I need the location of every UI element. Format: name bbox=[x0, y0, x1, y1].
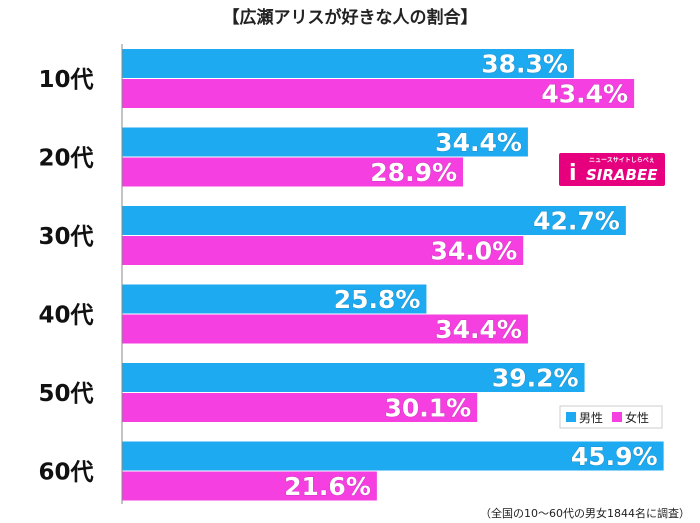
legend-swatch-female bbox=[612, 412, 622, 422]
chart-title: 【広瀬アリスが好きな人の割合】 bbox=[223, 7, 478, 28]
bar-male-6 bbox=[122, 441, 664, 471]
logo-background bbox=[559, 153, 665, 186]
legend-box bbox=[559, 405, 663, 429]
value-label-female-2: 28.9% bbox=[370, 158, 457, 187]
bar-female-6 bbox=[122, 471, 377, 501]
bar-female-3 bbox=[122, 236, 524, 265]
legend: 男性 女性 bbox=[559, 405, 663, 429]
bar-female-2 bbox=[122, 157, 464, 187]
value-label-female-5: 30.1% bbox=[384, 394, 471, 423]
bar-female-1 bbox=[122, 79, 635, 108]
legend-label-female: 女性 bbox=[625, 410, 649, 425]
value-label-male-6: 45.9% bbox=[571, 442, 658, 471]
value-label-male-3: 42.7% bbox=[533, 207, 620, 236]
value-label-female-1: 43.4% bbox=[541, 80, 628, 109]
value-label-female-3: 34.0% bbox=[430, 237, 517, 266]
logo-name: SIRABEE bbox=[586, 166, 658, 184]
category-label: 40代 bbox=[38, 303, 93, 329]
category-label: 60代 bbox=[38, 460, 93, 486]
bar-female-5 bbox=[122, 393, 478, 422]
value-label-female-6: 21.6% bbox=[284, 472, 371, 501]
category-labels: 10代 20代 30代 40代 50代 60代 bbox=[38, 67, 93, 486]
bar-female-4 bbox=[122, 314, 528, 344]
category-label: 10代 bbox=[38, 67, 93, 93]
value-label-male-4: 25.8% bbox=[334, 285, 421, 314]
legend-label-male: 男性 bbox=[579, 411, 603, 425]
bar-male-5 bbox=[122, 363, 585, 392]
category-label: 20代 bbox=[38, 146, 93, 172]
sirabee-logo: ニュースサイトしらべぇ i SIRABEE bbox=[559, 153, 665, 186]
value-label-female-4: 34.4% bbox=[435, 315, 522, 344]
category-label: 30代 bbox=[38, 224, 93, 250]
legend-swatch-male bbox=[566, 412, 576, 422]
survey-note: （全国の10～60代の男女1844名に調査） bbox=[480, 506, 690, 520]
value-label-male-2: 34.4% bbox=[435, 128, 522, 157]
category-label: 50代 bbox=[38, 381, 93, 407]
bar-male-3 bbox=[122, 206, 626, 235]
logo-tagline: ニュースサイトしらべぇ bbox=[589, 157, 655, 164]
bar-male-1 bbox=[122, 49, 574, 78]
logo-mark: i bbox=[569, 161, 577, 186]
bars-group: 38.3%43.4%34.4%28.9%42.7%34.0%25.8%34.4%… bbox=[122, 49, 664, 502]
bar-male-2 bbox=[122, 127, 528, 157]
value-label-male-1: 38.3% bbox=[481, 50, 568, 79]
value-label-male-5: 39.2% bbox=[492, 364, 579, 393]
bar-male-4 bbox=[122, 284, 427, 314]
